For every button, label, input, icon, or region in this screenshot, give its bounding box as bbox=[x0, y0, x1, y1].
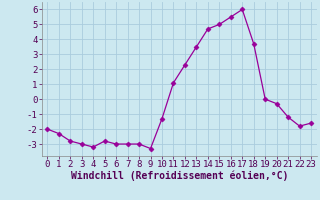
X-axis label: Windchill (Refroidissement éolien,°C): Windchill (Refroidissement éolien,°C) bbox=[70, 171, 288, 181]
